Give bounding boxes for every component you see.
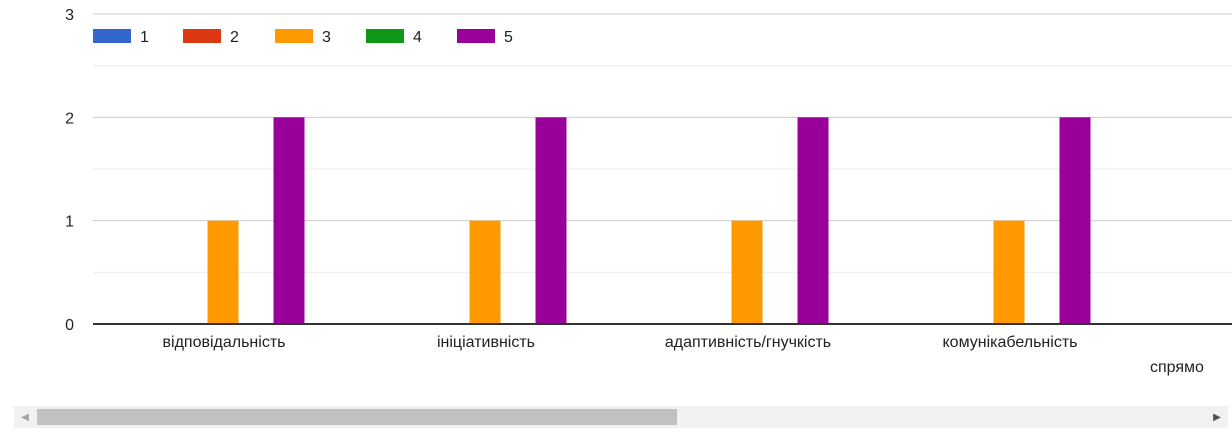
x-tick-label: ініціативність: [437, 334, 535, 351]
legend-label: 5: [504, 29, 513, 46]
legend-swatch: [275, 29, 313, 43]
bar-series-3: [731, 220, 763, 324]
legend-swatch: [457, 29, 495, 43]
legend-label: 3: [322, 29, 331, 46]
legend-label: 4: [413, 29, 422, 46]
legend-swatch: [366, 29, 404, 43]
chart: 0 1 2 3 відповідальність ініціативність адапти…: [65, 7, 1232, 376]
x-tick-label: адаптивність/гнучкість: [665, 334, 831, 351]
bar-series-5: [273, 117, 305, 324]
bar-series-5: [797, 117, 829, 324]
x-tick-label: комунікабельність: [943, 334, 1078, 351]
x-tick-label: відповідальність: [163, 334, 286, 351]
y-tick-label: 3: [65, 7, 74, 24]
y-tick-label: 2: [65, 110, 74, 127]
bar-series-5: [535, 117, 567, 324]
scrollbar-thumb[interactable]: [37, 409, 677, 425]
bar-series-3: [469, 220, 501, 324]
bar-series-3: [993, 220, 1025, 324]
legend-label: 1: [140, 29, 149, 46]
scroll-right-arrow-icon[interactable]: ▶: [1213, 411, 1221, 423]
legend-swatch: [93, 29, 131, 43]
y-tick-label: 1: [65, 214, 74, 231]
chart-svg: 0 1 2 3 відповідальність ініціативність адапти…: [65, 7, 1232, 376]
bar-series-3: [207, 220, 239, 324]
horizontal-scrollbar[interactable]: ◀ ▶: [14, 406, 1228, 428]
scroll-left-arrow-icon[interactable]: ◀: [21, 411, 29, 423]
x-tick-label: спрямо: [1150, 359, 1204, 376]
legend-label: 2: [230, 29, 239, 46]
y-tick-label: 0: [65, 317, 74, 334]
bar-series-5: [1059, 117, 1091, 324]
legend-swatch: [183, 29, 221, 43]
